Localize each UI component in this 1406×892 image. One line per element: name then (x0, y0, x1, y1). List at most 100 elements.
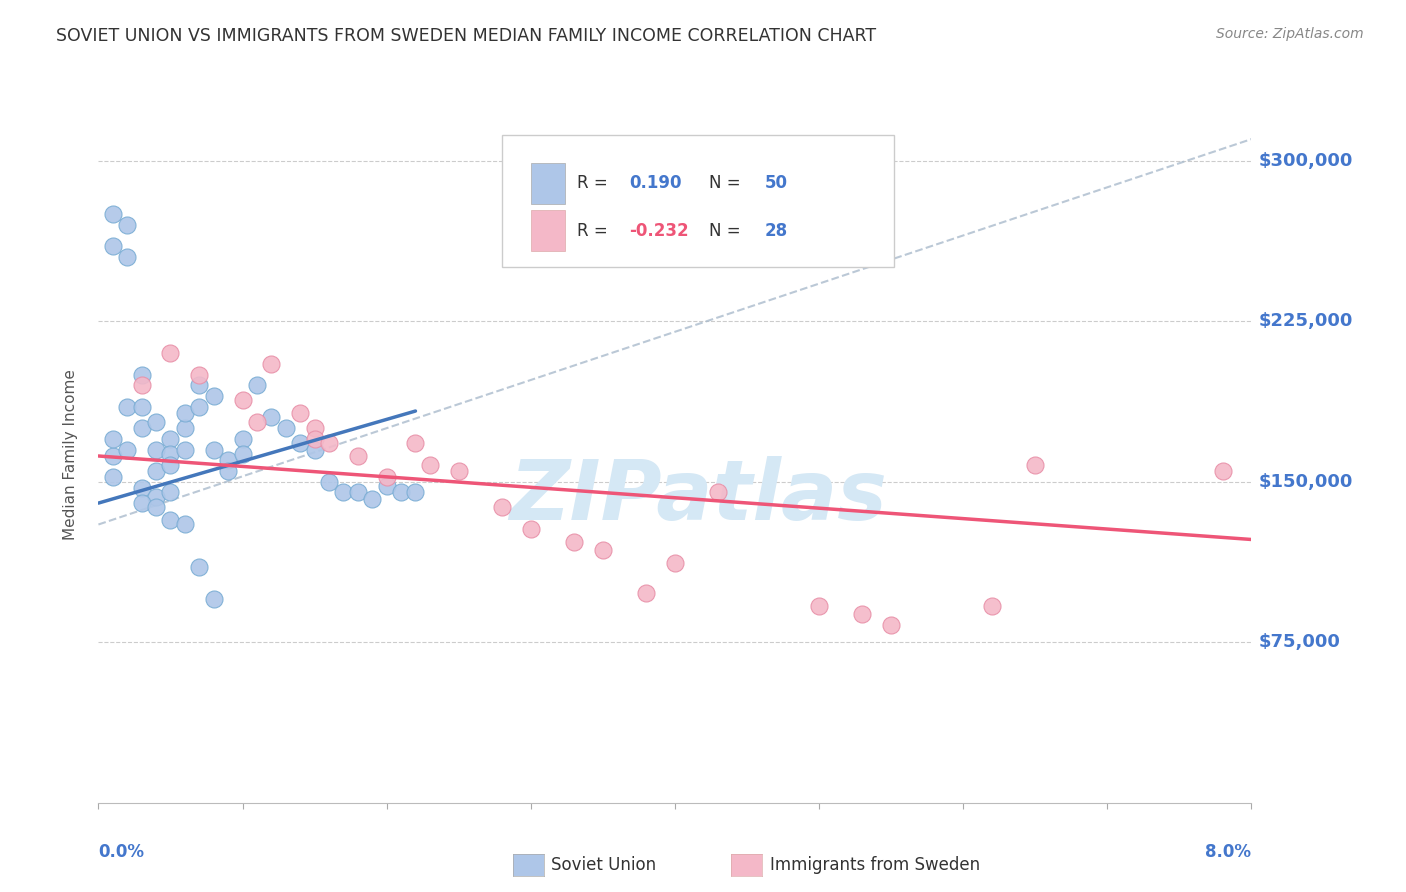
Y-axis label: Median Family Income: Median Family Income (63, 369, 77, 541)
Text: SOVIET UNION VS IMMIGRANTS FROM SWEDEN MEDIAN FAMILY INCOME CORRELATION CHART: SOVIET UNION VS IMMIGRANTS FROM SWEDEN M… (56, 27, 876, 45)
Point (304, 421, 326, 435)
Text: R =: R = (576, 174, 613, 192)
Point (332, 485, 354, 500)
Point (361, 491, 384, 506)
Text: -0.232: -0.232 (628, 221, 689, 240)
Point (117, 442, 138, 457)
Point (636, 586, 658, 600)
Point (419, 458, 441, 472)
Text: R =: R = (576, 221, 613, 240)
Point (117, 400, 138, 414)
Point (159, 432, 181, 446)
Point (202, 442, 225, 457)
Point (246, 378, 269, 392)
Point (217, 453, 239, 467)
Text: Immigrants from Sweden: Immigrants from Sweden (770, 856, 980, 874)
Point (131, 368, 153, 382)
Point (290, 436, 312, 450)
Point (592, 543, 614, 558)
Point (159, 513, 181, 527)
Point (981, 599, 1004, 613)
Point (188, 560, 211, 574)
Point (117, 250, 138, 264)
Point (159, 458, 181, 472)
Point (202, 592, 225, 607)
Point (880, 618, 903, 632)
Point (188, 378, 211, 392)
Point (188, 400, 211, 414)
Text: N =: N = (710, 221, 747, 240)
Text: 28: 28 (765, 221, 787, 240)
Point (231, 432, 254, 446)
Point (807, 599, 830, 613)
Point (145, 500, 167, 515)
Text: $225,000: $225,000 (1258, 312, 1353, 330)
Point (375, 470, 398, 484)
Point (217, 464, 239, 478)
Point (231, 447, 254, 461)
Text: $75,000: $75,000 (1258, 633, 1340, 651)
Point (174, 406, 197, 420)
Point (159, 447, 181, 461)
Point (131, 496, 153, 510)
Point (562, 534, 585, 549)
Point (290, 406, 312, 420)
Text: 0.190: 0.190 (628, 174, 682, 192)
Point (145, 464, 167, 478)
Point (202, 389, 225, 403)
Point (131, 421, 153, 435)
Text: 0.0%: 0.0% (98, 843, 145, 861)
Point (131, 378, 153, 392)
Point (405, 485, 427, 500)
Text: N =: N = (710, 174, 747, 192)
Point (851, 607, 873, 622)
Point (346, 485, 368, 500)
Point (304, 432, 326, 446)
Point (188, 368, 211, 382)
Point (145, 442, 167, 457)
Point (246, 415, 269, 429)
Point (159, 485, 181, 500)
Point (231, 393, 254, 408)
Point (405, 436, 427, 450)
Point (101, 432, 124, 446)
Bar (530, 210, 565, 252)
Point (664, 556, 686, 570)
Point (101, 470, 124, 484)
Point (375, 479, 398, 493)
Point (274, 421, 297, 435)
Point (159, 346, 181, 360)
Point (346, 449, 368, 463)
FancyBboxPatch shape (502, 135, 894, 267)
Text: 50: 50 (765, 174, 787, 192)
Text: Source: ZipAtlas.com: Source: ZipAtlas.com (1216, 27, 1364, 41)
Point (117, 218, 138, 232)
Point (707, 485, 730, 500)
Point (260, 410, 283, 425)
Point (389, 485, 412, 500)
Point (101, 239, 124, 253)
Point (447, 464, 470, 478)
Bar (530, 162, 565, 204)
Text: ZIPatlas: ZIPatlas (509, 456, 887, 537)
Text: $300,000: $300,000 (1258, 152, 1353, 169)
Point (1211, 464, 1234, 478)
Point (519, 522, 541, 536)
Point (318, 436, 340, 450)
Text: Soviet Union: Soviet Union (551, 856, 657, 874)
Point (1024, 458, 1046, 472)
Point (131, 481, 153, 495)
Point (145, 490, 167, 504)
Point (101, 207, 124, 221)
Point (491, 500, 513, 515)
Point (145, 415, 167, 429)
Text: 8.0%: 8.0% (1205, 843, 1251, 861)
Point (304, 442, 326, 457)
Point (174, 421, 197, 435)
Point (260, 357, 283, 371)
Point (174, 517, 197, 532)
Text: $150,000: $150,000 (1258, 473, 1353, 491)
Point (318, 475, 340, 489)
Point (101, 449, 124, 463)
Point (174, 442, 197, 457)
